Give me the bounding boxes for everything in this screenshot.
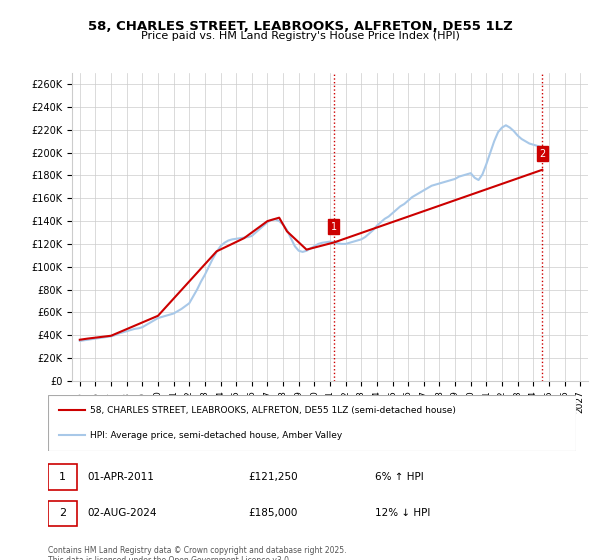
Text: 02-AUG-2024: 02-AUG-2024 <box>88 508 157 519</box>
Text: Price paid vs. HM Land Registry's House Price Index (HPI): Price paid vs. HM Land Registry's House … <box>140 31 460 41</box>
Text: HPI: Average price, semi-detached house, Amber Valley: HPI: Average price, semi-detached house,… <box>90 431 343 440</box>
FancyBboxPatch shape <box>48 395 576 451</box>
Text: 6% ↑ HPI: 6% ↑ HPI <box>376 472 424 482</box>
FancyBboxPatch shape <box>48 501 77 526</box>
Text: 1: 1 <box>59 472 66 482</box>
Text: 01-APR-2011: 01-APR-2011 <box>88 472 154 482</box>
FancyBboxPatch shape <box>48 464 77 490</box>
Text: 2: 2 <box>59 508 66 519</box>
Text: 58, CHARLES STREET, LEABROOKS, ALFRETON, DE55 1LZ (semi-detached house): 58, CHARLES STREET, LEABROOKS, ALFRETON,… <box>90 406 456 415</box>
Text: 1: 1 <box>331 222 337 231</box>
Text: £185,000: £185,000 <box>248 508 298 519</box>
Text: £121,250: £121,250 <box>248 472 298 482</box>
Text: Contains HM Land Registry data © Crown copyright and database right 2025.
This d: Contains HM Land Registry data © Crown c… <box>48 546 347 560</box>
Text: 12% ↓ HPI: 12% ↓ HPI <box>376 508 431 519</box>
Text: 2: 2 <box>539 149 545 159</box>
Text: 58, CHARLES STREET, LEABROOKS, ALFRETON, DE55 1LZ: 58, CHARLES STREET, LEABROOKS, ALFRETON,… <box>88 20 512 32</box>
